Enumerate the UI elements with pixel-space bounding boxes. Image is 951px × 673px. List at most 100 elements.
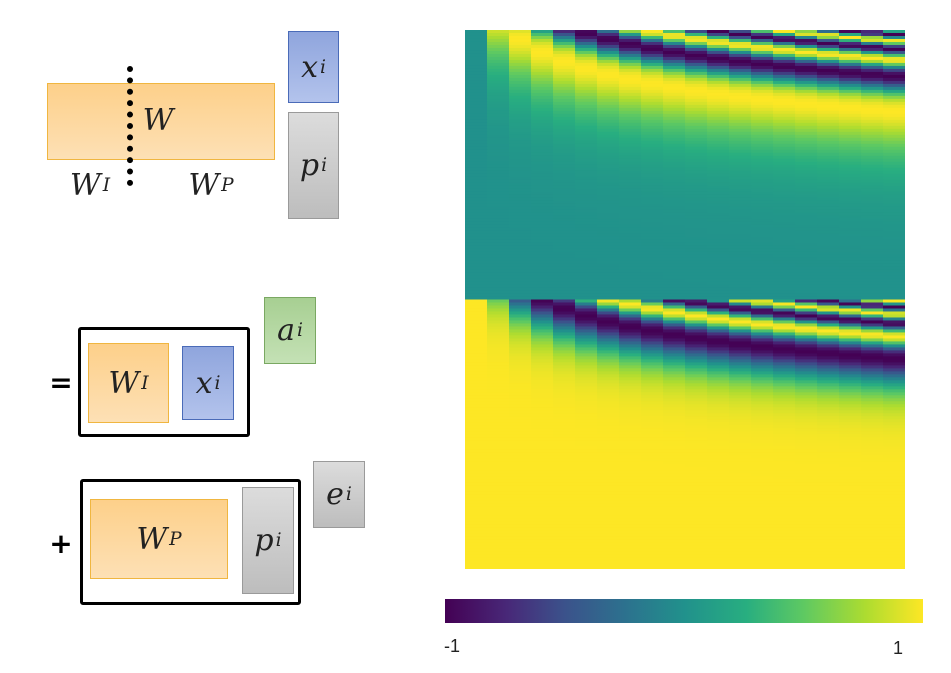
heatmap-cell: [883, 77, 905, 82]
heatmap-cell: [619, 329, 642, 334]
heatmap-cell: [839, 197, 862, 202]
heatmap-cell: [839, 326, 862, 331]
heatmap-cell: [553, 494, 576, 498]
heatmap-cell: [663, 185, 686, 190]
heatmap-cell: [487, 167, 510, 172]
heatmap-cell: [751, 371, 774, 375]
heatmap-cell: [619, 86, 642, 91]
heatmap-cell: [883, 104, 905, 109]
heatmap-cell: [553, 344, 576, 349]
heatmap-cell: [861, 392, 884, 396]
heatmap-cell: [509, 326, 532, 331]
heatmap-cell: [751, 395, 774, 399]
heatmap-cell: [531, 53, 554, 58]
heatmap-cell: [839, 299, 862, 304]
heatmap-cell: [707, 386, 730, 390]
heatmap-cell: [773, 314, 796, 319]
heatmap-cell: [597, 542, 620, 546]
heatmap-cell: [883, 269, 905, 274]
heatmap-cell: [531, 320, 554, 325]
heatmap-cell: [465, 146, 488, 151]
heatmap-cell: [751, 359, 774, 363]
heatmap-cell: [487, 188, 510, 193]
heatmap-cell: [487, 290, 510, 295]
heatmap-cell: [597, 335, 620, 340]
heatmap-cell: [663, 452, 686, 456]
heatmap-cell: [641, 182, 664, 187]
heatmap-cell: [729, 566, 752, 569]
heatmap-cell: [553, 200, 576, 205]
heatmap-cell: [663, 431, 686, 435]
heatmap-cell: [531, 386, 554, 390]
heatmap-cell: [795, 74, 818, 79]
heatmap-cell: [751, 314, 774, 319]
heatmap-cell: [531, 377, 554, 381]
heatmap-cell: [729, 497, 752, 501]
heatmap-cell: [839, 452, 862, 456]
heatmap-cell: [685, 344, 708, 349]
heatmap-cell: [597, 173, 620, 178]
heatmap-cell: [817, 389, 840, 393]
heatmap-cell: [685, 512, 708, 516]
heatmap-cell: [839, 92, 862, 97]
heatmap-cell: [707, 344, 730, 349]
heatmap-cell: [817, 59, 840, 64]
heatmap-cell: [707, 248, 730, 253]
heatmap-cell: [465, 458, 488, 462]
heatmap-cell: [839, 434, 862, 438]
heatmap-cell: [861, 245, 884, 250]
heatmap-cell: [773, 137, 796, 142]
heatmap-cell: [597, 293, 620, 298]
heatmap-cell: [861, 326, 884, 331]
heatmap-cell: [729, 269, 752, 274]
heatmap-cell: [883, 389, 905, 393]
heatmap-cell: [707, 182, 730, 187]
heatmap-cell: [465, 167, 488, 172]
heatmap-cell: [531, 341, 554, 346]
heatmap-cell: [597, 203, 620, 208]
heatmap-cell: [751, 155, 774, 160]
heatmap-cell: [883, 557, 905, 561]
heatmap-cell: [619, 557, 642, 561]
heatmap-cell: [641, 245, 664, 250]
heatmap-cell: [729, 527, 752, 531]
heatmap-cell: [641, 551, 664, 555]
heatmap-cell: [751, 107, 774, 112]
heatmap-cell: [487, 86, 510, 91]
heatmap-cell: [773, 377, 796, 381]
heatmap-cell: [663, 320, 686, 325]
heatmap-cell: [685, 416, 708, 420]
heatmap-cell: [773, 263, 796, 268]
heatmap-cell: [773, 134, 796, 139]
heatmap-cell: [663, 284, 686, 289]
heatmap-cell: [619, 251, 642, 256]
heatmap-cell: [773, 215, 796, 220]
heatmap-cell: [729, 44, 752, 49]
heatmap-cell: [729, 518, 752, 522]
heatmap-cell: [795, 329, 818, 334]
heatmap-cell: [861, 446, 884, 450]
heatmap-cell: [575, 491, 598, 495]
heatmap-cell: [553, 206, 576, 211]
heatmap-cell: [553, 248, 576, 253]
heatmap-cell: [685, 83, 708, 88]
heatmap-cell: [817, 449, 840, 453]
heatmap-cell: [597, 536, 620, 540]
heatmap-cell: [773, 131, 796, 136]
heatmap-cell: [817, 281, 840, 286]
heatmap-cell: [751, 146, 774, 151]
heatmap-cell: [773, 320, 796, 325]
heatmap-cell: [575, 89, 598, 94]
heatmap-cell: [641, 356, 664, 360]
heatmap-cell: [531, 155, 554, 160]
heatmap-cell: [575, 212, 598, 217]
heatmap-cell: [597, 299, 620, 304]
plus-sign: +: [49, 526, 73, 560]
heatmap-cell: [773, 305, 796, 310]
heatmap-cell: [641, 515, 664, 519]
heatmap-cell: [487, 329, 510, 334]
heatmap-cell: [707, 380, 730, 384]
heatmap-cell: [751, 158, 774, 163]
heatmap-cell: [619, 311, 642, 316]
heatmap-cell: [883, 545, 905, 549]
